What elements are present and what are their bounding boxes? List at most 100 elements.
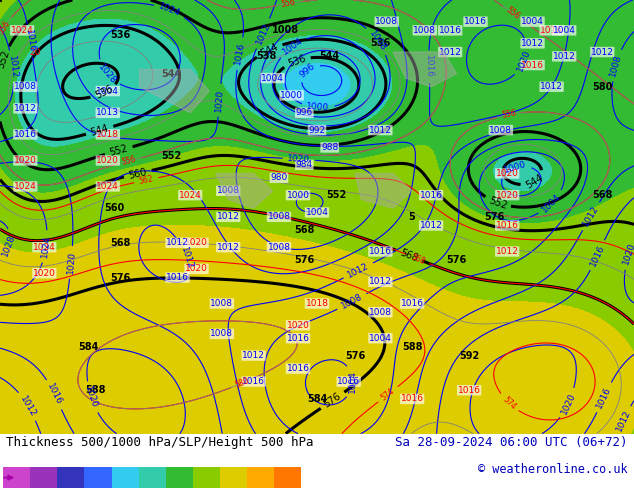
- Text: 538: 538: [256, 51, 276, 61]
- Text: 574: 574: [500, 394, 517, 411]
- Text: 1016: 1016: [242, 377, 265, 386]
- Text: 1020: 1020: [33, 269, 56, 278]
- Text: 1000: 1000: [287, 191, 309, 199]
- Bar: [84, 467, 112, 488]
- Text: 576: 576: [484, 212, 505, 222]
- Text: 984: 984: [295, 160, 313, 169]
- Text: 584: 584: [307, 394, 327, 404]
- Text: 1008: 1008: [375, 17, 398, 26]
- Text: 556: 556: [501, 109, 517, 121]
- Text: 5: 5: [409, 212, 415, 222]
- Bar: [247, 467, 274, 488]
- Text: 1016: 1016: [369, 247, 392, 256]
- Text: 1016: 1016: [424, 55, 434, 78]
- Text: 552: 552: [161, 151, 181, 161]
- Text: 996: 996: [298, 62, 317, 79]
- Text: 1012: 1012: [7, 55, 18, 78]
- Text: 1024: 1024: [11, 26, 34, 35]
- Text: 1020: 1020: [287, 321, 309, 330]
- Bar: [30, 467, 57, 488]
- Text: Sa 28-09-2024 06:00 UTC (06+72): Sa 28-09-2024 06:00 UTC (06+72): [395, 436, 628, 449]
- Bar: [193, 467, 220, 488]
- Text: 562: 562: [138, 174, 154, 186]
- Text: 1012: 1012: [369, 125, 392, 135]
- Text: 1008: 1008: [340, 292, 365, 311]
- Text: 1012: 1012: [346, 261, 371, 280]
- Text: 1012: 1012: [439, 48, 462, 56]
- Text: 1012: 1012: [14, 104, 37, 113]
- Text: 20: 20: [29, 48, 41, 56]
- Text: 1016: 1016: [458, 386, 481, 395]
- Text: 556: 556: [121, 155, 138, 167]
- Text: 1012: 1012: [217, 243, 240, 252]
- Text: 1020: 1020: [287, 154, 311, 165]
- Text: 584: 584: [79, 342, 99, 352]
- Text: 536: 536: [287, 53, 307, 69]
- Text: Thickness 500/1000 hPa/SLP/Height 500 hPa: Thickness 500/1000 hPa/SLP/Height 500 hP…: [6, 436, 314, 449]
- Text: 568: 568: [410, 252, 426, 266]
- Text: 1018: 1018: [306, 299, 328, 308]
- Text: 1018: 1018: [96, 130, 119, 139]
- Text: 552: 552: [108, 143, 129, 158]
- Text: 1016: 1016: [14, 130, 37, 139]
- Text: 592: 592: [459, 350, 479, 361]
- Text: 1024: 1024: [14, 182, 37, 191]
- Text: 576: 576: [294, 255, 314, 265]
- Text: 1008: 1008: [413, 26, 436, 35]
- Text: 1004: 1004: [306, 208, 328, 217]
- Text: 544: 544: [524, 172, 545, 191]
- Text: 1016: 1016: [521, 61, 544, 70]
- Text: 1004: 1004: [261, 74, 284, 82]
- Text: 556: 556: [0, 19, 12, 36]
- Text: 980: 980: [270, 173, 288, 182]
- Polygon shape: [393, 52, 456, 87]
- Text: 1008: 1008: [272, 25, 299, 35]
- Bar: [165, 467, 193, 488]
- Text: 1016: 1016: [287, 334, 309, 343]
- Text: 1020: 1020: [84, 385, 99, 410]
- Text: 544: 544: [259, 42, 280, 59]
- Text: 1024: 1024: [33, 243, 56, 252]
- Bar: [220, 467, 247, 488]
- Text: 576: 576: [110, 272, 131, 283]
- Text: 1016: 1016: [595, 385, 613, 410]
- Text: 1012: 1012: [18, 394, 37, 418]
- Text: 1008: 1008: [489, 125, 512, 135]
- Text: 1012: 1012: [166, 238, 189, 247]
- Text: 1016: 1016: [540, 26, 563, 35]
- Text: 1004: 1004: [369, 334, 392, 343]
- Text: 1012: 1012: [369, 277, 392, 286]
- Text: 1028: 1028: [0, 233, 16, 257]
- Text: 568: 568: [294, 225, 314, 235]
- Text: 1020: 1020: [66, 251, 77, 274]
- Bar: [3, 467, 30, 488]
- Text: 1020: 1020: [185, 238, 208, 247]
- Text: 552: 552: [0, 49, 11, 70]
- Text: 1008: 1008: [609, 53, 623, 77]
- Text: 536: 536: [370, 38, 391, 49]
- Text: 574: 574: [380, 386, 397, 402]
- Text: 556: 556: [505, 6, 522, 22]
- Text: 1016: 1016: [496, 221, 519, 230]
- Text: 1016: 1016: [588, 243, 607, 268]
- Text: 1016: 1016: [439, 26, 462, 35]
- Text: 580: 580: [592, 82, 612, 92]
- Text: 1013: 1013: [96, 108, 119, 117]
- Bar: [57, 467, 84, 488]
- Text: 1024: 1024: [96, 182, 119, 191]
- Text: 1004: 1004: [553, 26, 576, 35]
- Text: 1008: 1008: [367, 28, 388, 52]
- Text: 1008: 1008: [369, 308, 392, 317]
- Text: 1008: 1008: [210, 299, 233, 308]
- Text: 1016: 1016: [46, 382, 63, 407]
- Text: 992: 992: [308, 125, 326, 135]
- Text: 1012: 1012: [553, 52, 576, 61]
- Text: 560: 560: [127, 167, 148, 180]
- Text: 1016: 1016: [464, 17, 487, 26]
- Text: 568: 568: [110, 238, 131, 248]
- Text: 1008: 1008: [210, 329, 233, 339]
- Bar: [139, 467, 165, 488]
- Bar: [112, 467, 139, 488]
- Text: 544: 544: [89, 123, 110, 138]
- Text: 588: 588: [402, 342, 422, 352]
